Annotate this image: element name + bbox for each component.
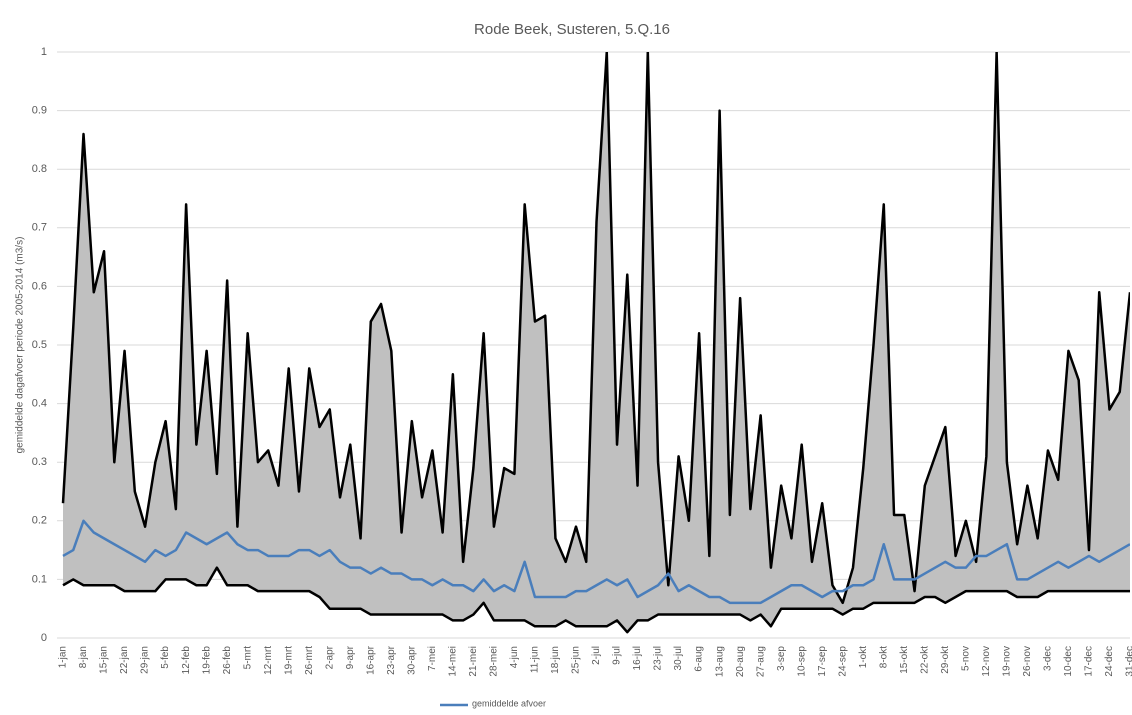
x-tick-label: 27-aug <box>755 646 766 677</box>
y-tick-label: 1 <box>41 46 47 58</box>
series-line <box>62 519 1130 605</box>
x-tick-label: 1-jan <box>58 646 69 668</box>
x-tick-label: 12-mrt <box>263 646 274 675</box>
x-tick-label: 6-aug <box>694 646 705 672</box>
x-tick-label: 17-sep <box>817 646 828 677</box>
chart-title: Rode Beek, Susteren, 5.Q.16 <box>474 21 670 38</box>
x-tick-label: 15-okt <box>899 646 910 674</box>
x-tick-label: 25-jun <box>571 646 582 674</box>
x-tick-label: 30-apr <box>406 645 417 675</box>
x-tick-label: 7-mei <box>427 646 438 671</box>
x-tick-label: 29-jan <box>140 646 151 674</box>
y-tick-label: 0.6 <box>32 280 47 292</box>
x-tick-label: 28-mei <box>489 646 500 677</box>
y-tick-label: 0.9 <box>32 105 47 117</box>
x-tick-label: 3-sep <box>776 646 787 671</box>
series-line <box>62 566 1130 634</box>
x-tick-label: 19-nov <box>1002 646 1013 677</box>
x-tick-label: 11-jun <box>530 646 541 673</box>
y-tick-label: 0.2 <box>32 515 47 527</box>
x-tick-label: 8-jan <box>78 646 89 668</box>
x-tick-label: 17-dec <box>1084 646 1095 677</box>
x-tick-label: 2-jul <box>591 646 602 665</box>
legend-label: gemiddelde afvoer <box>472 698 546 708</box>
x-tick-label: 22-okt <box>919 646 930 674</box>
y-tick-label: 0 <box>41 632 47 644</box>
x-tick-label: 18-jun <box>550 646 561 674</box>
x-tick-label: 19-mrt <box>283 646 294 675</box>
x-tick-label: 9-jul <box>612 646 623 665</box>
x-tick-label: 16-jul <box>632 646 643 670</box>
x-tick-label: 14-mei <box>448 646 459 677</box>
x-tick-label: 10-dec <box>1063 646 1074 677</box>
x-tick-label: 31-dec <box>1125 646 1132 677</box>
x-tick-label: 2-apr <box>324 645 335 669</box>
x-tick-label: 23-apr <box>386 645 397 675</box>
x-tick-label: 30-jul <box>673 646 684 670</box>
x-tick-label: 23-jul <box>653 646 664 670</box>
x-tick-label: 29-okt <box>940 646 951 674</box>
y-tick-label: 0.7 <box>32 222 47 234</box>
x-tick-label: 26-nov <box>1022 646 1033 677</box>
x-tick-label: 20-aug <box>735 646 746 677</box>
x-tick-label: 21-mei <box>468 646 479 677</box>
y-tick-label: 0.5 <box>32 339 47 351</box>
x-tick-label: 3-dec <box>1043 646 1054 671</box>
y-axis-label: gemiddelde dagafvoer periode 2005-2014 (… <box>15 237 26 454</box>
x-tick-label: 9-apr <box>345 645 356 669</box>
x-tick-label: 22-jan <box>119 646 130 674</box>
x-tick-label: 5-feb <box>160 646 171 669</box>
y-tick-label: 0.8 <box>32 163 47 175</box>
x-tick-label: 24-sep <box>837 646 848 677</box>
x-tick-label: 5-mrt <box>242 646 253 670</box>
x-tick-label: 4-jun <box>509 646 520 668</box>
y-tick-label: 0.3 <box>32 456 47 468</box>
x-tick-label: 15-jan <box>99 646 110 674</box>
x-tick-label: 8-okt <box>878 646 889 668</box>
series-line <box>61 52 1130 605</box>
range-band <box>63 52 1130 633</box>
y-tick-label: 0.4 <box>32 398 47 410</box>
x-tick-label: 19-feb <box>201 646 212 675</box>
y-tick-label: 0.1 <box>32 573 47 585</box>
x-tick-label: 26-mrt <box>304 646 315 675</box>
x-tick-label: 10-sep <box>796 646 807 677</box>
x-tick-label: 5-nov <box>960 646 971 671</box>
x-tick-label: 16-apr <box>365 645 376 675</box>
x-tick-label: 26-feb <box>222 646 233 675</box>
x-tick-label: 1-okt <box>858 646 869 668</box>
x-tick-label: 12-nov <box>981 646 992 677</box>
x-tick-label: 13-aug <box>714 646 725 677</box>
x-tick-label: 24-dec <box>1104 646 1115 677</box>
x-tick-label: 12-feb <box>181 646 192 675</box>
